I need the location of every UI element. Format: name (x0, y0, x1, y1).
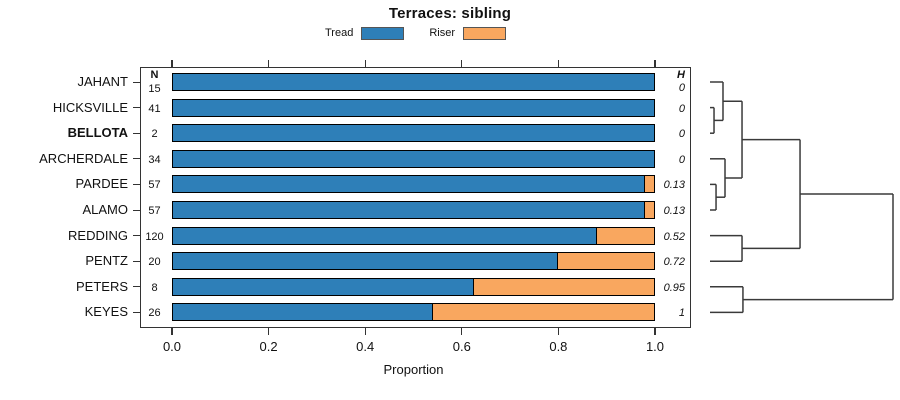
h-value: 0.95 (663, 281, 685, 294)
y-tick (133, 132, 140, 134)
y-tick (133, 81, 140, 83)
bar-riser-segment (557, 252, 655, 271)
legend-label-riser: Riser (429, 27, 455, 39)
legend-label-tread: Tread (325, 27, 354, 39)
plot-area (140, 67, 691, 328)
category-label: REDDING (68, 227, 128, 243)
x-tick-top (268, 60, 270, 67)
category-label: ALAMO (82, 202, 128, 217)
category-label: KEYES (84, 304, 128, 320)
h-value: 1 (678, 307, 685, 320)
legend-item-tread: Tread (325, 26, 405, 40)
n-value: 41 (148, 102, 161, 115)
x-tick-top (461, 60, 463, 67)
y-tick (133, 209, 140, 211)
bar-tread-segment (172, 98, 655, 117)
n-value: 120 (145, 230, 164, 243)
page-title: Terraces: sibling (388, 5, 512, 22)
category-label: PETERS (75, 278, 128, 294)
x-tick-label: 0.8 (549, 339, 568, 354)
h-column-header: H (677, 69, 685, 81)
x-tick (364, 328, 366, 335)
y-tick (133, 158, 140, 160)
y-tick (133, 107, 140, 109)
category-label: PARDEE (75, 176, 129, 192)
n-value: 2 (151, 128, 158, 141)
h-value: 0 (678, 153, 685, 166)
x-tick (654, 328, 656, 335)
h-value: 0.13 (663, 205, 685, 217)
x-tick-label: 0.2 (259, 339, 278, 354)
x-tick (268, 328, 270, 335)
n-column-header: N (150, 69, 159, 81)
h-value: 0.72 (663, 256, 685, 269)
bar-tread-segment (172, 73, 655, 91)
x-tick-top (364, 60, 366, 67)
legend: Tread Riser (140, 24, 691, 42)
bar-tread-segment (172, 124, 655, 143)
bar-riser-segment (644, 201, 655, 219)
y-tick (133, 286, 140, 288)
legend-item-riser: Riser (429, 26, 506, 40)
n-value: 26 (148, 307, 161, 320)
x-tick-label: 0.0 (162, 339, 182, 354)
bar-tread-segment (172, 149, 655, 168)
h-value: 0 (678, 82, 685, 94)
x-tick-top (171, 60, 173, 67)
x-tick-top (557, 60, 559, 67)
x-tick (557, 328, 559, 335)
y-tick (133, 183, 140, 186)
n-value: 15 (148, 83, 161, 95)
n-value: 34 (148, 153, 161, 166)
category-label: PENTZ (85, 253, 128, 269)
bar-riser-segment (432, 303, 655, 322)
y-tick (133, 260, 140, 262)
category-label: BELLOTA (67, 125, 128, 141)
x-tick-label: 0.4 (356, 339, 375, 354)
legend-swatch-riser-icon (463, 26, 506, 40)
x-axis-label: Proportion (383, 362, 444, 377)
h-value: 0.52 (663, 230, 685, 243)
category-label: ARCHERDALE (39, 150, 128, 166)
y-tick (133, 311, 140, 314)
category-label: JAHANT (77, 74, 128, 89)
bar-riser-segment (644, 175, 655, 194)
x-tick-label: 0.6 (452, 339, 471, 354)
x-tick-top (654, 60, 656, 67)
h-value: 0 (678, 128, 685, 141)
bar-riser-segment (596, 226, 655, 245)
y-tick (133, 235, 140, 237)
n-value: 57 (148, 179, 161, 192)
h-value: 0.13 (663, 179, 685, 192)
bar-riser-segment (473, 277, 655, 296)
h-value: 0 (678, 102, 685, 115)
x-tick (171, 328, 173, 335)
legend-swatch-tread-icon (361, 26, 405, 40)
n-value: 57 (148, 205, 161, 217)
category-label: HICKSVILLE (52, 99, 128, 115)
n-value: 20 (148, 256, 161, 269)
x-tick-label: 1.0 (645, 339, 665, 354)
n-value: 8 (151, 281, 158, 294)
x-tick (461, 328, 463, 335)
